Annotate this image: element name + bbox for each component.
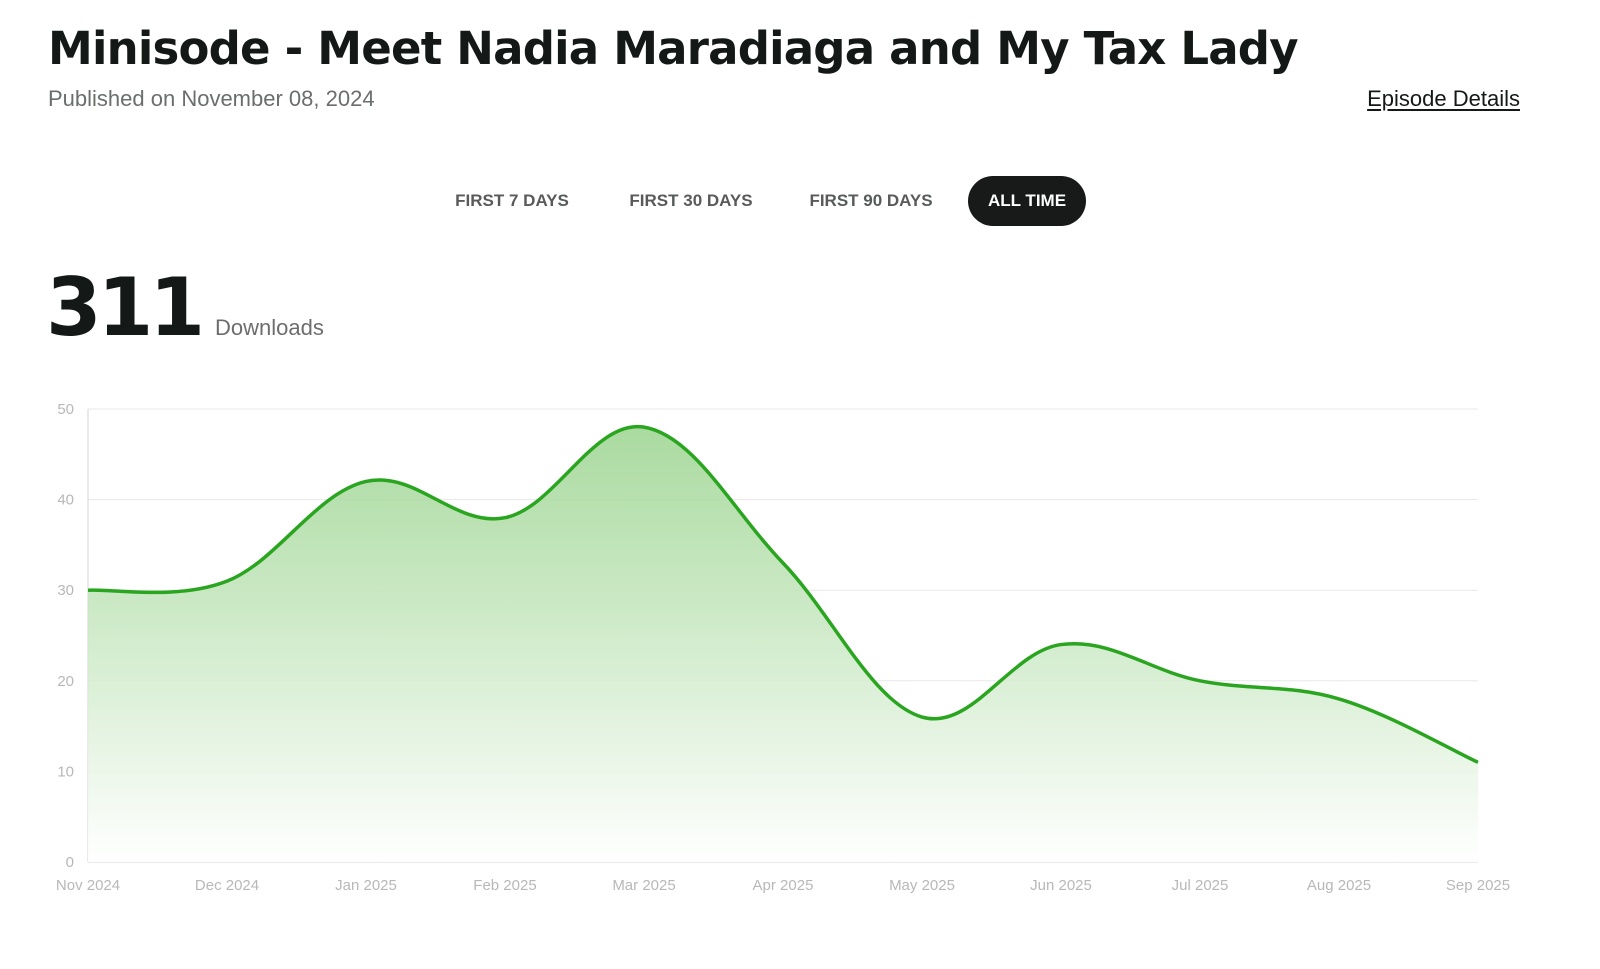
y-axis-labels: 0 10 20 30 40 50	[57, 401, 74, 871]
x-axis-labels: Nov 2024 Dec 2024 Jan 2025 Feb 2025 Mar 2025…	[56, 877, 1510, 894]
downloads-line	[87, 424, 1479, 764]
time-range-tabs: FIRST 7 DAYS FIRST 30 DAYS FIRST 90 DAYS…	[436, 176, 1086, 226]
tab-first-7-days[interactable]: FIRST 7 DAYS	[455, 191, 569, 210]
x-tick-label: Feb 2025	[473, 877, 536, 894]
x-tick-label: Apr 2025	[753, 877, 814, 894]
downloads-label: Downloads	[215, 315, 324, 340]
tab-all-time[interactable]: ALL TIME	[968, 176, 1086, 226]
episode-details-link[interactable]: Episode Details	[1367, 86, 1520, 111]
tab-first-90-days[interactable]: FIRST 90 DAYS	[809, 191, 933, 210]
downloads-total: 311	[46, 261, 205, 354]
x-tick-label: Jun 2025	[1030, 877, 1092, 894]
y-tick-label: 30	[57, 582, 74, 599]
y-tick-label: 50	[57, 401, 74, 418]
downloads-summary: 311 Downloads	[46, 268, 324, 348]
x-tick-label: Sep 2025	[1446, 877, 1510, 894]
y-tick-label: 10	[57, 763, 74, 780]
x-tick-label: Aug 2025	[1307, 877, 1371, 894]
downloads-chart: 0 10 20 30 40 50 Nov 2024 Dec 2024 Jan 2025 Feb …	[56, 401, 1510, 894]
tab-first-30-days[interactable]: FIRST 30 DAYS	[629, 191, 753, 210]
y-tick-label: 40	[57, 492, 74, 509]
published-date: Published on November 08, 2024	[48, 86, 375, 111]
x-tick-label: Mar 2025	[612, 877, 675, 894]
x-tick-label: May 2025	[889, 877, 955, 894]
y-tick-label: 20	[57, 673, 74, 690]
episode-title: Minisode - Meet Nadia Maradiaga and My T…	[48, 22, 1299, 75]
x-tick-label: Jan 2025	[335, 877, 397, 894]
y-tick-label: 0	[66, 854, 74, 871]
downloads-area	[88, 426, 1478, 862]
x-tick-label: Nov 2024	[56, 877, 120, 894]
x-tick-label: Dec 2024	[195, 877, 259, 894]
x-tick-label: Jul 2025	[1172, 877, 1229, 894]
